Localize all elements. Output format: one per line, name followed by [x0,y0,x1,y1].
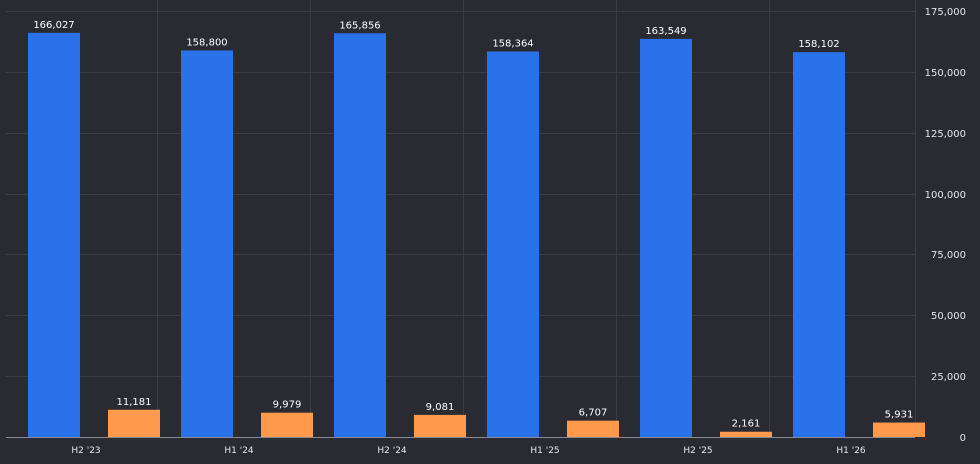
data-label: 9,979 [273,400,302,411]
data-label: 158,102 [798,39,839,50]
bar-series-1-2 [334,33,386,438]
y-tick-label: 50,000 [931,311,966,322]
data-label: 2,161 [732,419,761,430]
data-label: 6,707 [579,408,608,419]
x-tick-label: H1 '26 [836,446,866,456]
bar-series-1-5 [793,52,845,438]
bars [28,32,925,438]
bar-series-1-1 [181,50,233,438]
y-tick-label: 25,000 [931,372,966,383]
bar-series-2-2 [414,414,466,437]
bar-series-2-5 [873,422,925,437]
x-tick-label: H2 '24 [377,446,407,456]
bar-series-2-1 [261,412,313,437]
x-tick-label: H2 '23 [71,446,100,456]
y-axis: 0 25,000 50,000 75,000 100,000 125,000 150,000… [925,7,966,444]
y-tick-label: 125,000 [925,129,966,140]
x-tick-label: H1 '24 [224,446,254,456]
data-label: 158,800 [186,37,227,48]
bar-series-2-3 [567,420,619,437]
y-tick-label: 100,000 [925,190,966,201]
y-tick-label: 75,000 [931,250,966,261]
x-tick-label: H1 '25 [530,446,559,456]
data-label: 158,364 [492,38,533,49]
y-tick-label: 150,000 [925,68,966,79]
bar-series-1-4 [640,38,692,438]
data-label: 5,931 [885,410,914,421]
data-label: 9,081 [426,402,455,413]
data-label: 11,181 [117,397,152,408]
data-label: 165,856 [339,20,380,31]
x-axis: H2 '23 H1 '24 H2 '24 H1 '25 H2 '25 H1 '26 [6,437,915,456]
data-label: 166,027 [33,20,74,31]
x-tick-label: H2 '25 [683,446,712,456]
data-label: 163,549 [645,26,686,37]
bar-series-2-4 [720,431,772,437]
bar-series-1-3 [487,51,539,438]
bar-series-1-0 [28,32,80,438]
data-labels: 166,027 158,800 165,856 158,364 163,549 158,1… [33,20,913,430]
bar-series-2-0 [108,409,160,437]
gridlines [6,0,916,437]
y-tick-label: 0 [960,433,966,444]
y-tick-label: 175,000 [925,7,966,18]
